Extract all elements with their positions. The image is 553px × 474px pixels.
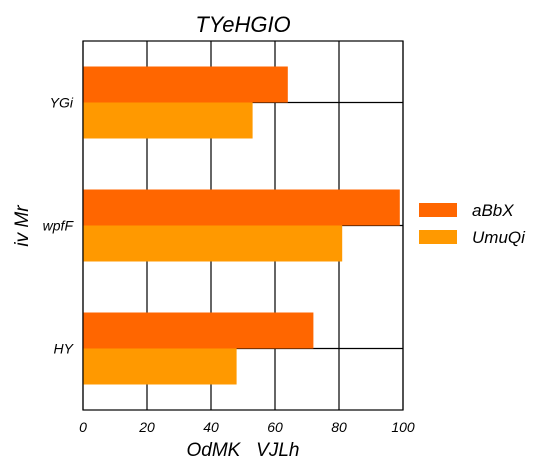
legend-swatch-umuqi (419, 230, 457, 244)
legend-swatch-abbx (419, 203, 457, 217)
x-tick-label: 60 (267, 419, 283, 435)
bar-umuqi-ygi (83, 103, 253, 139)
x-axis-title: OdMK VJLh (187, 440, 300, 461)
y-tick-label: HY (54, 341, 75, 357)
bar-abbx-wpff (83, 190, 400, 226)
bar-abbx-hy (83, 313, 313, 349)
x-tick-label: 0 (79, 419, 87, 435)
y-axis-title: iv Mr (12, 205, 33, 247)
legend-label: UmuQi (472, 228, 526, 247)
x-axis-ticks: 0 20 40 60 80 100 (79, 419, 415, 435)
y-tick-label: wpfF (43, 218, 75, 234)
x-tick-label: 80 (331, 419, 347, 435)
legend-label: aBbX (472, 201, 514, 220)
bar-umuqi-hy (83, 349, 237, 385)
chart-title: TYeHGIO (195, 12, 290, 37)
bar-abbx-ygi (83, 67, 288, 103)
bars (83, 67, 400, 385)
x-tick-label: 40 (203, 419, 219, 435)
legend: aBbX UmuQi (419, 201, 526, 247)
bar-umuqi-wpff (83, 226, 342, 262)
x-tick-label: 20 (138, 419, 155, 435)
x-tick-label: 100 (391, 419, 415, 435)
y-axis-ticks: YGi wpfF HY (43, 95, 75, 357)
y-tick-label: YGi (50, 95, 74, 111)
